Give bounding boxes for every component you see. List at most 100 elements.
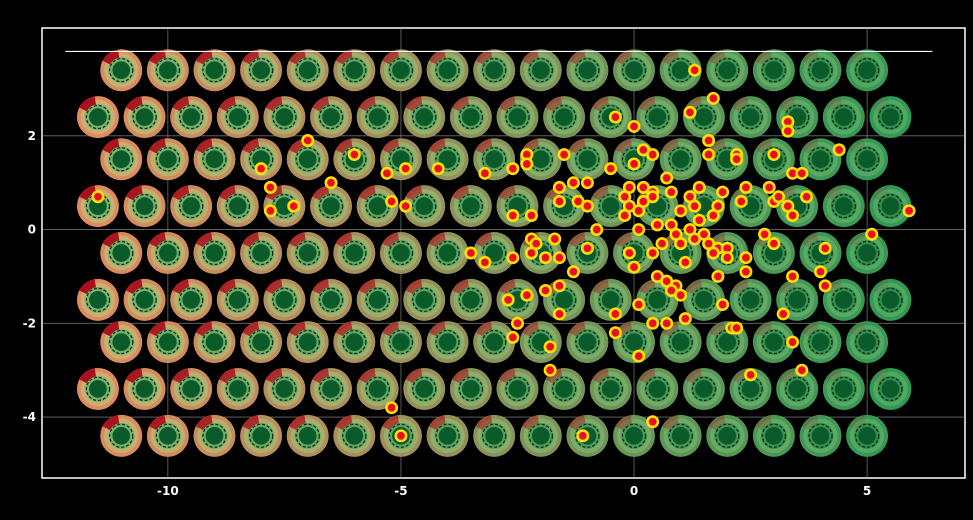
cell-wedge <box>755 321 772 337</box>
cell-wedge <box>801 232 819 248</box>
cell-dash-ring <box>342 423 367 448</box>
cell-wedge <box>172 96 190 112</box>
scatter-point <box>674 204 688 218</box>
scatter-point <box>627 260 641 274</box>
cell-wedge <box>335 138 353 154</box>
cell-wedge <box>428 232 446 248</box>
cell-wedge <box>405 185 423 201</box>
cell-core <box>858 426 876 445</box>
cell-core <box>159 426 177 445</box>
cell-core <box>135 291 154 309</box>
cell-dash-ring <box>458 287 484 313</box>
cell-core <box>89 291 107 309</box>
cell-core <box>485 426 503 445</box>
cell-wedge <box>382 232 399 248</box>
cell-core <box>765 426 783 445</box>
x-tick-label: 5 <box>863 484 871 498</box>
cell-dash-ring <box>225 287 250 313</box>
scatter-point <box>552 251 566 265</box>
cell-wedge <box>195 138 213 154</box>
cell-wedge <box>335 49 353 65</box>
scatter-point <box>506 251 520 265</box>
cell-wedge <box>731 96 749 112</box>
cell-dash-ring <box>738 104 763 130</box>
cell-core <box>89 197 107 215</box>
y-tick-label: -2 <box>23 316 36 330</box>
scatter-point <box>254 162 268 176</box>
cell-glyph <box>822 367 865 410</box>
cell-dash-ring <box>621 147 647 172</box>
scatter-point <box>501 293 515 307</box>
scatter-point <box>702 134 716 148</box>
cell-core <box>275 108 294 126</box>
cell-dash-ring <box>808 240 833 266</box>
cell-wedge <box>102 415 120 431</box>
cell-glyph <box>519 414 562 457</box>
cell-wedge <box>149 415 166 431</box>
cell-wedge <box>615 232 633 248</box>
cell-wedge <box>219 185 236 201</box>
cell-wedge <box>452 96 469 112</box>
cell-dash-ring <box>854 423 880 448</box>
cell-core <box>135 380 154 398</box>
scatter-point <box>632 223 646 237</box>
axis-tick-labels: -10 -5 0 5 2 0 -2 -4 <box>23 129 872 498</box>
cell-dash-ring <box>365 376 390 402</box>
scatter-point <box>706 209 720 223</box>
scatter-point <box>520 288 534 302</box>
cell-glyph <box>146 232 189 274</box>
cell-glyph <box>496 367 539 410</box>
scatter-point <box>800 190 814 204</box>
cell-glyph <box>403 185 446 228</box>
cell-wedge <box>219 368 236 384</box>
cell-core <box>438 426 457 445</box>
cell-wedge <box>545 96 563 112</box>
cell-glyph <box>240 414 283 457</box>
cell-core <box>228 197 247 215</box>
cell-core <box>531 61 550 80</box>
cell-core <box>555 291 573 309</box>
cell-core <box>135 108 154 126</box>
cell-wedge <box>102 49 120 65</box>
cell-glyph <box>240 321 283 364</box>
cell-dash-ring <box>225 193 250 219</box>
scatter-point <box>706 246 720 260</box>
cell-glyph <box>659 321 702 364</box>
scatter-point <box>786 209 800 223</box>
scatter-point <box>478 255 492 269</box>
cell-core <box>112 333 131 351</box>
cell-dash-ring <box>738 287 763 313</box>
cell-core <box>298 426 317 445</box>
cell-dash-ring <box>109 423 134 448</box>
cell-dash-ring <box>155 147 181 172</box>
cell-core <box>438 244 457 262</box>
cell-wedge <box>79 368 96 384</box>
cell-dash-ring <box>621 240 647 266</box>
cell-core <box>112 244 131 262</box>
scatter-point <box>622 246 636 260</box>
cell-dash-ring <box>435 58 460 83</box>
cell-wedge <box>498 96 516 112</box>
scatter-point <box>683 105 697 119</box>
cell-core <box>695 197 713 215</box>
cell-core <box>765 61 783 80</box>
cell-wedge <box>661 49 679 65</box>
scatter-point <box>506 209 520 223</box>
cell-core <box>368 380 387 398</box>
cell-dash-ring <box>458 104 484 130</box>
cell-core <box>182 108 200 126</box>
cell-wedge <box>195 232 213 248</box>
cell-dash-ring <box>598 376 623 402</box>
cell-wedge <box>382 49 399 65</box>
scatter-point <box>716 185 730 199</box>
cell-dash-ring <box>808 329 833 355</box>
scatter-point <box>739 180 753 194</box>
cell-dash-ring <box>412 193 437 219</box>
scatter-point <box>506 330 520 344</box>
cell-glyph <box>240 138 283 181</box>
cell-dash-ring <box>179 287 204 313</box>
cell-wedge <box>195 49 213 65</box>
cell-core <box>322 108 340 126</box>
cell-glyph <box>286 321 329 364</box>
cell-glyph <box>286 414 329 457</box>
